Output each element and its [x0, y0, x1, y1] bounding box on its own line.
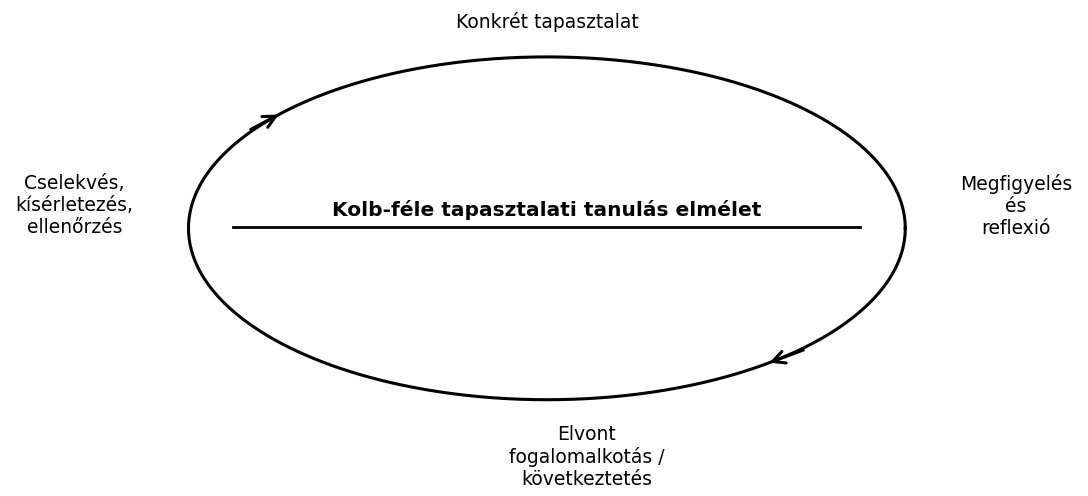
Text: Kolb-féle tapasztalati tanulás elmélet: Kolb-féle tapasztalati tanulás elmélet [332, 200, 762, 220]
Text: Elvont
fogalomalkotás /
következtetés: Elvont fogalomalkotás / következtetés [509, 425, 665, 489]
Text: Megfigyelés
és
reflexió: Megfigyelés és reflexió [960, 174, 1073, 238]
Text: Konkrét tapasztalat: Konkrét tapasztalat [456, 12, 639, 32]
Text: Cselekvés,
kísérletezés,
ellenőrzés: Cselekvés, kísérletezés, ellenőrzés [15, 174, 134, 237]
